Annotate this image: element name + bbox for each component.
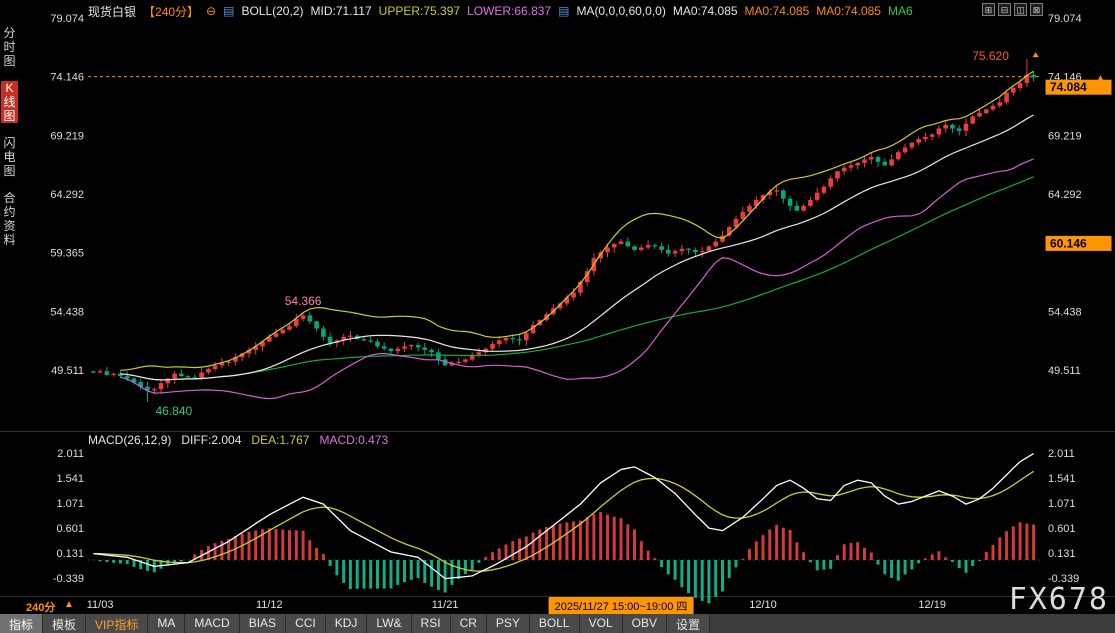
- axis-period-arrow-icon: ▲: [64, 599, 74, 610]
- tab-OBV[interactable]: OBV: [623, 614, 667, 633]
- svg-text:0.131: 0.131: [1048, 548, 1076, 560]
- time-tick-label: 12/10: [749, 599, 777, 611]
- svg-text:79.074: 79.074: [50, 13, 84, 25]
- high-price-annotation: 75.620: [972, 49, 1009, 63]
- chart-canvas[interactable]: 79.07479.07474.14674.14669.21969.21964.2…: [0, 0, 1115, 633]
- ma-name: MA(0,0,0,60,0,0): [576, 4, 665, 18]
- period-tag: 【240分】: [143, 3, 199, 20]
- svg-text:-0.339: -0.339: [53, 573, 84, 585]
- ma-value-4: MA6: [888, 4, 913, 18]
- tab-VIP指标[interactable]: VIP指标: [86, 614, 148, 633]
- ma60-line: [148, 177, 1034, 380]
- ma-value-2: MA0:74.085: [745, 4, 810, 18]
- indicator-tabbar: 指标模板VIP指标MAMACDBIASCCIKDJLW&RSICRPSYBOLL…: [0, 614, 1115, 633]
- selected-time-label: 2025/11/27 15:00~19:00 四: [549, 597, 694, 615]
- instrument-title: 现货白银: [88, 3, 136, 20]
- ma-value-1: MA0:74.085: [673, 4, 738, 18]
- tab-指标[interactable]: 指标: [0, 614, 43, 633]
- sidebar-item-合约资料[interactable]: 合 约 资 料: [1, 191, 18, 247]
- tab-VOL[interactable]: VOL: [580, 614, 623, 633]
- tab-MA[interactable]: MA: [148, 614, 185, 633]
- macd-axis-labels: 2.011 2.011 1.541 1.541 1.071 1.071 0.601 0.601…: [53, 448, 1079, 585]
- high-marker-icon: [1033, 52, 1039, 57]
- tab-设置[interactable]: 设置: [667, 614, 710, 633]
- svg-text:59.365: 59.365: [50, 248, 84, 260]
- low-price-annotation: 46.840: [156, 404, 193, 418]
- boll-lower-line: [120, 159, 1033, 399]
- macd-indicator-header: MACD(26,12,9) DIFF:2.004 DEA:1.767 MACD:…: [88, 433, 388, 447]
- svg-text:64.292: 64.292: [1048, 189, 1082, 201]
- svg-text:0.131: 0.131: [56, 548, 84, 560]
- sidebar-item-闪电图[interactable]: 闪 电 图: [1, 136, 18, 178]
- svg-text:54.438: 54.438: [1048, 306, 1082, 318]
- svg-text:79.074: 79.074: [1048, 13, 1082, 25]
- svg-text:1.071: 1.071: [56, 498, 84, 510]
- peak-price-annotation: 54.366: [285, 294, 322, 308]
- svg-text:-0.339: -0.339: [1048, 573, 1079, 585]
- svg-text:2.011: 2.011: [57, 448, 84, 460]
- tab-CCI[interactable]: CCI: [286, 614, 326, 633]
- macd-macd-value: MACD:0.473: [319, 433, 388, 447]
- tab-模板[interactable]: 模板: [43, 614, 86, 633]
- svg-text:54.438: 54.438: [50, 306, 84, 318]
- svg-text:1.541: 1.541: [56, 473, 84, 485]
- svg-text:0.601: 0.601: [1048, 523, 1076, 535]
- sidebar-item-分时图[interactable]: 分 时 图: [1, 26, 18, 68]
- tab-MACD[interactable]: MACD: [185, 614, 239, 633]
- sidebar-item-K线图[interactable]: K 线 图: [1, 81, 18, 123]
- svg-text:1.541: 1.541: [1048, 473, 1076, 485]
- boll-lower-value: LOWER:66.837: [467, 4, 551, 18]
- macd-dea-value: DEA:1.767: [251, 433, 309, 447]
- svg-text:60.146: 60.146: [1050, 236, 1087, 250]
- time-tick-label: 11/12: [256, 599, 283, 611]
- time-tick-label: 12/19: [918, 599, 946, 611]
- svg-text:74.146: 74.146: [50, 72, 84, 84]
- indicator-toolbar: 现货白银 【240分】 ⊖ ▤ BOLL(20,2) MID:71.117 UP…: [88, 0, 913, 22]
- tab-RSI[interactable]: RSI: [412, 614, 451, 633]
- svg-text:74.084: 74.084: [1050, 80, 1087, 94]
- macd-diff-value: DIFF:2.004: [181, 433, 241, 447]
- chart-control-icon-2[interactable]: ⊟: [998, 3, 1011, 16]
- chart-control-icon-3[interactable]: ◫: [1014, 3, 1027, 16]
- ma-value-3: MA0:74.085: [816, 4, 881, 18]
- tab-BOLL[interactable]: BOLL: [530, 614, 580, 633]
- tab-CR[interactable]: CR: [451, 614, 487, 633]
- boll-name: BOLL(20,2): [241, 4, 303, 18]
- current-price-box: 74.084: [1046, 80, 1112, 95]
- svg-text:69.219: 69.219: [1048, 130, 1082, 142]
- svg-text:2.011: 2.011: [1048, 448, 1075, 460]
- mid-price-box: 60.146: [1046, 236, 1112, 251]
- boll-mid-value: MID:71.117: [311, 4, 372, 18]
- chart-control-icon-1[interactable]: ⊞: [982, 3, 995, 16]
- candlesticks: [91, 59, 1036, 402]
- trading-app-window: 79.07479.07474.14674.14669.21969.21964.2…: [0, 0, 1115, 633]
- svg-text:49.511: 49.511: [1048, 365, 1081, 377]
- ma-settings-icon[interactable]: ▤: [558, 5, 569, 17]
- tab-PSY[interactable]: PSY: [487, 614, 530, 633]
- chart-window-controls: ⊞⊟◫⊠: [982, 3, 1043, 16]
- time-tick-label: 11/03: [87, 599, 114, 611]
- chart-control-icon-4[interactable]: ⊠: [1030, 3, 1043, 16]
- boll-upper-value: UPPER:75.397: [379, 4, 460, 18]
- boll-upper-line: [120, 71, 1033, 370]
- macd-histogram: [99, 512, 1036, 603]
- time-axis: 240分 ▲ 11/03 11/12 11/21 2025/11/27 15:00~1…: [0, 597, 1115, 614]
- chart-type-sidebar: 分 时 图 K 线 图闪 电 图合 约 资 料: [0, 26, 21, 260]
- svg-text:49.511: 49.511: [51, 365, 84, 377]
- svg-text:69.219: 69.219: [50, 130, 84, 142]
- tab-KDJ[interactable]: KDJ: [326, 614, 368, 633]
- svg-text:1.071: 1.071: [1048, 498, 1076, 510]
- collapse-indicator-icon[interactable]: ⊖: [206, 5, 216, 17]
- price-axis-labels: 79.07479.07474.14674.14669.21969.21964.2…: [50, 13, 1081, 377]
- time-tick-label: 11/21: [432, 599, 459, 611]
- svg-text:0.601: 0.601: [56, 523, 84, 535]
- boll-settings-icon[interactable]: ▤: [223, 5, 234, 17]
- tab-BIAS[interactable]: BIAS: [240, 614, 286, 633]
- svg-text:64.292: 64.292: [50, 189, 84, 201]
- tab-LW&[interactable]: LW&: [367, 614, 411, 633]
- axis-period-label: 240分: [26, 599, 55, 615]
- macd-name: MACD(26,12,9): [88, 433, 171, 447]
